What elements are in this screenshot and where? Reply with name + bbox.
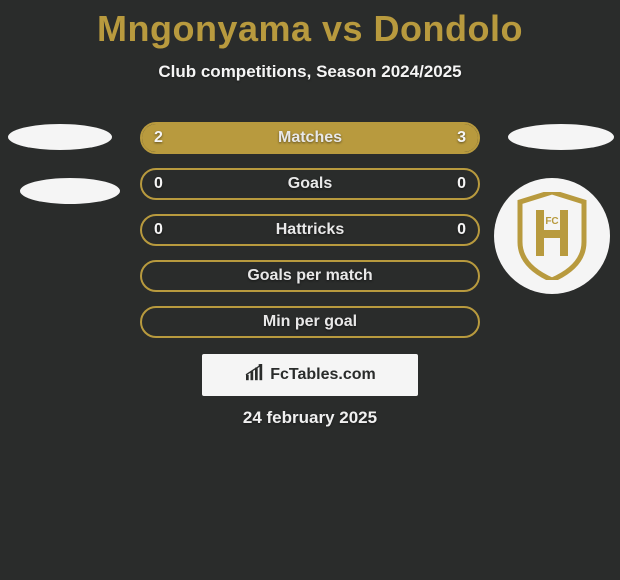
bar-label: Min per goal <box>142 313 478 331</box>
bar-value-right: 3 <box>457 129 466 147</box>
bar-label: Goals <box>142 175 478 193</box>
comparison-bars: 2 Matches 3 0 Goals 0 0 Hattricks 0 Goal… <box>140 122 480 352</box>
bar-goals: 0 Goals 0 <box>140 168 480 200</box>
brand-box: FcTables.com <box>202 354 418 396</box>
svg-text:FC: FC <box>545 216 558 227</box>
bar-label: Matches <box>142 129 478 147</box>
team-b-logo-badge: FC <box>494 178 610 294</box>
bar-value-right: 0 <box>457 175 466 193</box>
bar-min-per-goal: Min per goal <box>140 306 480 338</box>
date-text: 24 february 2025 <box>0 408 620 428</box>
bar-value-right: 0 <box>457 221 466 239</box>
bar-matches: 2 Matches 3 <box>140 122 480 154</box>
chart-icon <box>244 364 266 387</box>
club-badge-icon: FC <box>514 192 590 280</box>
page-subtitle: Club competitions, Season 2024/2025 <box>0 62 620 82</box>
brand-text: FcTables.com <box>270 366 376 384</box>
bar-label: Goals per match <box>142 267 478 285</box>
team-b-logo-top <box>508 124 614 150</box>
bar-label: Hattricks <box>142 221 478 239</box>
bar-hattricks: 0 Hattricks 0 <box>140 214 480 246</box>
team-a-logo-top <box>8 124 112 150</box>
page-title: Mngonyama vs Dondolo <box>0 0 620 50</box>
team-a-logo-bottom <box>20 178 120 204</box>
bar-goals-per-match: Goals per match <box>140 260 480 292</box>
